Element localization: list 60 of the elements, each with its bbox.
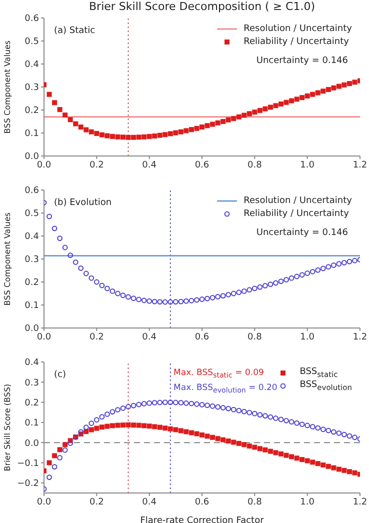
y-axis-title: BSS Component Values	[2, 212, 12, 306]
x-axis-title: Flare-rate Correction Factor	[140, 516, 264, 523]
y-tick-label: 0.2	[24, 106, 39, 116]
annotation: (b) Evolution	[54, 198, 112, 208]
x-tick-label: 0.8	[248, 160, 262, 170]
x-tick-label: 1.0	[300, 332, 315, 342]
y-tick-label: 0.1	[24, 129, 39, 140]
x-tick-label: 0.2	[90, 160, 104, 170]
y-tick-label: −0.1	[17, 458, 39, 469]
x-tick-label: 1.0	[300, 497, 315, 508]
annotation: Max. BSS$_{static}$ = 0.09	[174, 368, 264, 380]
y-tick-label: 0.0	[24, 438, 40, 449]
x-tick-label: 0.0	[36, 332, 52, 342]
x-tick-label: 0.0	[36, 497, 52, 508]
y-tick-label: 0.2	[24, 398, 39, 409]
y-tick-label: 0.6	[24, 14, 40, 24]
legend-label: Resolution / Uncertainty	[244, 196, 352, 206]
annotation: (c)	[54, 370, 66, 380]
annotation: (a) Static	[54, 26, 96, 36]
legend-label: Reliability / Uncertainty	[244, 208, 349, 218]
x-tick-label: 0.4	[142, 497, 157, 508]
x-tick-label: 1.2	[352, 497, 368, 508]
y-tick-label: 0.0	[24, 152, 40, 162]
x-tick-label: 0.0	[36, 160, 52, 170]
y-tick-label: 0.4	[24, 358, 40, 368]
y-tick-label: 0.1	[24, 418, 39, 429]
legend-label: Resolution / Uncertainty	[244, 24, 352, 34]
legend-label: Reliability / Uncertainty	[244, 36, 349, 46]
x-tick-label: 0.8	[248, 497, 262, 508]
y-tick-label: 0.4	[24, 60, 40, 70]
x-tick-label: 0.6	[194, 332, 210, 342]
x-tick-label: 1.2	[352, 160, 368, 170]
x-tick-label: 0.6	[194, 497, 210, 508]
y-tick-label: −0.2	[17, 479, 39, 490]
y-tick-label: 0.3	[24, 378, 39, 388]
x-tick-label: 0.8	[248, 332, 262, 342]
chart-title: Brier Skill Score Decomposition ( ≥ C1.0)	[88, 0, 316, 13]
y-tick-label: 0.1	[24, 301, 39, 312]
y-tick-label: 0.2	[24, 278, 39, 288]
x-tick-label: 0.4	[142, 160, 157, 170]
y-tick-label: 0.0	[24, 324, 40, 334]
y-tick-label: 0.4	[24, 232, 40, 242]
annotation: Max. BSS$_{evolution}$ = 0.20	[174, 383, 278, 395]
x-tick-label: 0.2	[90, 497, 104, 508]
legend-label: BSS$_{static}$	[300, 366, 338, 378]
x-tick-label: 0.2	[90, 332, 104, 342]
x-tick-label: 1.0	[300, 160, 315, 170]
y-tick-label: 0.6	[24, 186, 40, 196]
annotation: Uncertainty = 0.146	[256, 228, 348, 238]
annotation: Uncertainty = 0.146	[256, 56, 348, 66]
x-tick-label: 0.4	[142, 332, 157, 342]
y-tick-label: 0.3	[24, 255, 39, 266]
y-tick-label: 0.3	[24, 83, 39, 94]
y-axis-title: BSS Component Values	[2, 40, 12, 134]
x-tick-label: 0.6	[194, 160, 210, 170]
x-tick-label: 1.2	[352, 332, 368, 342]
y-axis-title: Brier Skill Score (BSS)	[2, 384, 12, 472]
legend-label: BSS$_{evolution}$	[300, 380, 352, 392]
y-tick-label: 0.5	[24, 209, 39, 220]
y-tick-label: 0.5	[24, 37, 39, 48]
